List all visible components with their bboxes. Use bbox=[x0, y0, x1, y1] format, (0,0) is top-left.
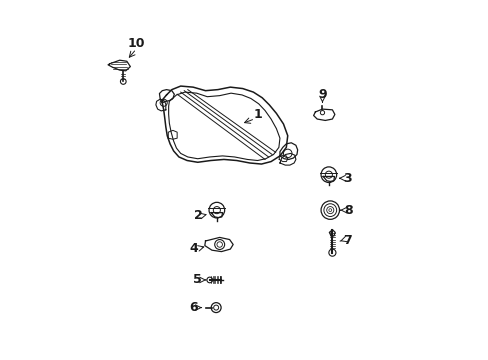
Text: 1: 1 bbox=[253, 108, 262, 121]
Text: 4: 4 bbox=[189, 242, 198, 255]
Text: 9: 9 bbox=[318, 89, 326, 102]
Text: 7: 7 bbox=[343, 234, 352, 247]
Text: 10: 10 bbox=[127, 37, 145, 50]
Text: 2: 2 bbox=[194, 209, 203, 222]
Text: 6: 6 bbox=[188, 301, 197, 314]
Text: 8: 8 bbox=[344, 204, 353, 217]
Text: 3: 3 bbox=[342, 172, 351, 185]
Text: 5: 5 bbox=[193, 274, 202, 287]
